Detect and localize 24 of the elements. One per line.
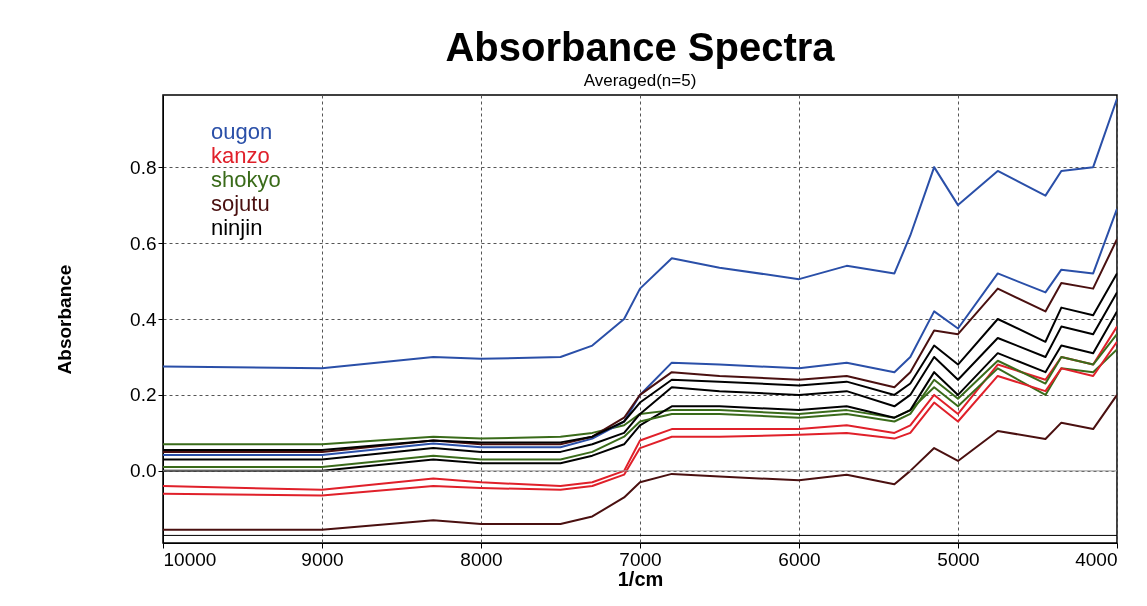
line-series [163,333,1117,469]
text: shokyo [211,167,281,192]
text: ninjin [211,215,263,240]
x-tick-label: 6000 [778,548,821,570]
x-axis-title: 1/cm [617,567,664,590]
y-tick-label: 0.4 [130,308,157,330]
x-tick-label: 9000 [301,548,344,570]
text: sojutu [211,191,270,216]
x-tick-label: 10000 [163,548,217,570]
y-tick-label: 0.8 [130,156,157,178]
y-tick-label: 0.6 [130,232,157,254]
y-axis-title: Absorbance [54,264,76,375]
y-tick-label: 0.2 [130,384,157,406]
chart-subtitle: Averaged(n=5) [583,71,697,90]
y-tick-label: 0.0 [130,460,157,482]
text: kanzo [211,143,270,168]
line-series [163,97,1117,370]
text: ougon [211,119,273,144]
x-tick-label: 8000 [460,548,503,570]
line-series [163,393,1117,531]
chart-title: Absorbance Spectra [445,25,836,69]
x-tick-label: 5000 [937,548,980,570]
x-tick-label: 4000 [1075,548,1118,570]
x-tick-label: 7000 [619,548,662,570]
